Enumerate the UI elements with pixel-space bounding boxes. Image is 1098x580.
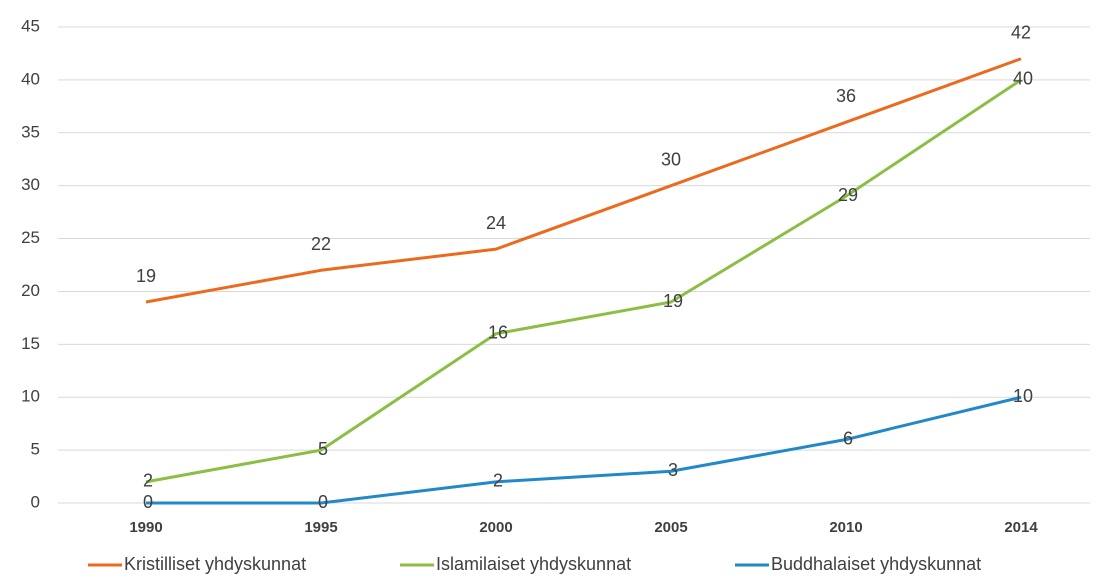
y-tick-label: 10 (21, 387, 40, 406)
x-tick-label: 1990 (129, 519, 162, 536)
y-tick-label: 5 (31, 440, 40, 459)
x-tick-label: 2014 (1004, 519, 1038, 536)
series-line (146, 395, 1022, 505)
data-label: 30 (661, 149, 681, 169)
y-tick-label: 20 (21, 281, 40, 300)
data-label: 2 (143, 471, 153, 491)
data-label: 42 (1011, 22, 1031, 42)
data-label: 22 (311, 234, 331, 254)
x-tick-label: 2010 (829, 519, 862, 536)
data-label: 24 (486, 213, 506, 233)
x-tick-label: 2005 (654, 519, 687, 536)
y-tick-label: 45 (21, 16, 40, 35)
x-tick-label: 2000 (479, 519, 512, 536)
y-tick-label: 35 (21, 122, 40, 141)
data-label: 0 (143, 492, 153, 512)
legend-label: Buddhalaiset yhdyskunnat (771, 554, 981, 574)
y-tick-label: 0 (31, 492, 40, 511)
data-label: 3 (668, 460, 678, 480)
data-label: 19 (136, 266, 156, 286)
y-tick-label: 15 (21, 334, 40, 353)
data-label: 29 (838, 185, 858, 205)
y-tick-label: 25 (21, 228, 40, 247)
data-label: 0 (318, 492, 328, 512)
legend-label: Kristilliset yhdyskunnat (124, 554, 306, 574)
y-tick-label: 40 (21, 69, 40, 88)
data-label: 16 (488, 323, 508, 343)
series-line (145, 57, 1022, 304)
data-label: 10 (1013, 386, 1033, 406)
data-label: 6 (843, 428, 853, 448)
x-tick-label: 1995 (304, 519, 337, 536)
data-label: 36 (836, 86, 856, 106)
data-label: 5 (318, 439, 328, 459)
series-line (145, 78, 1022, 484)
legend-label: Islamilaiset yhdyskunnat (436, 554, 631, 574)
data-label: 2 (493, 471, 503, 491)
data-label: 40 (1013, 69, 1033, 89)
y-tick-label: 30 (21, 175, 40, 194)
data-label: 19 (663, 291, 683, 311)
